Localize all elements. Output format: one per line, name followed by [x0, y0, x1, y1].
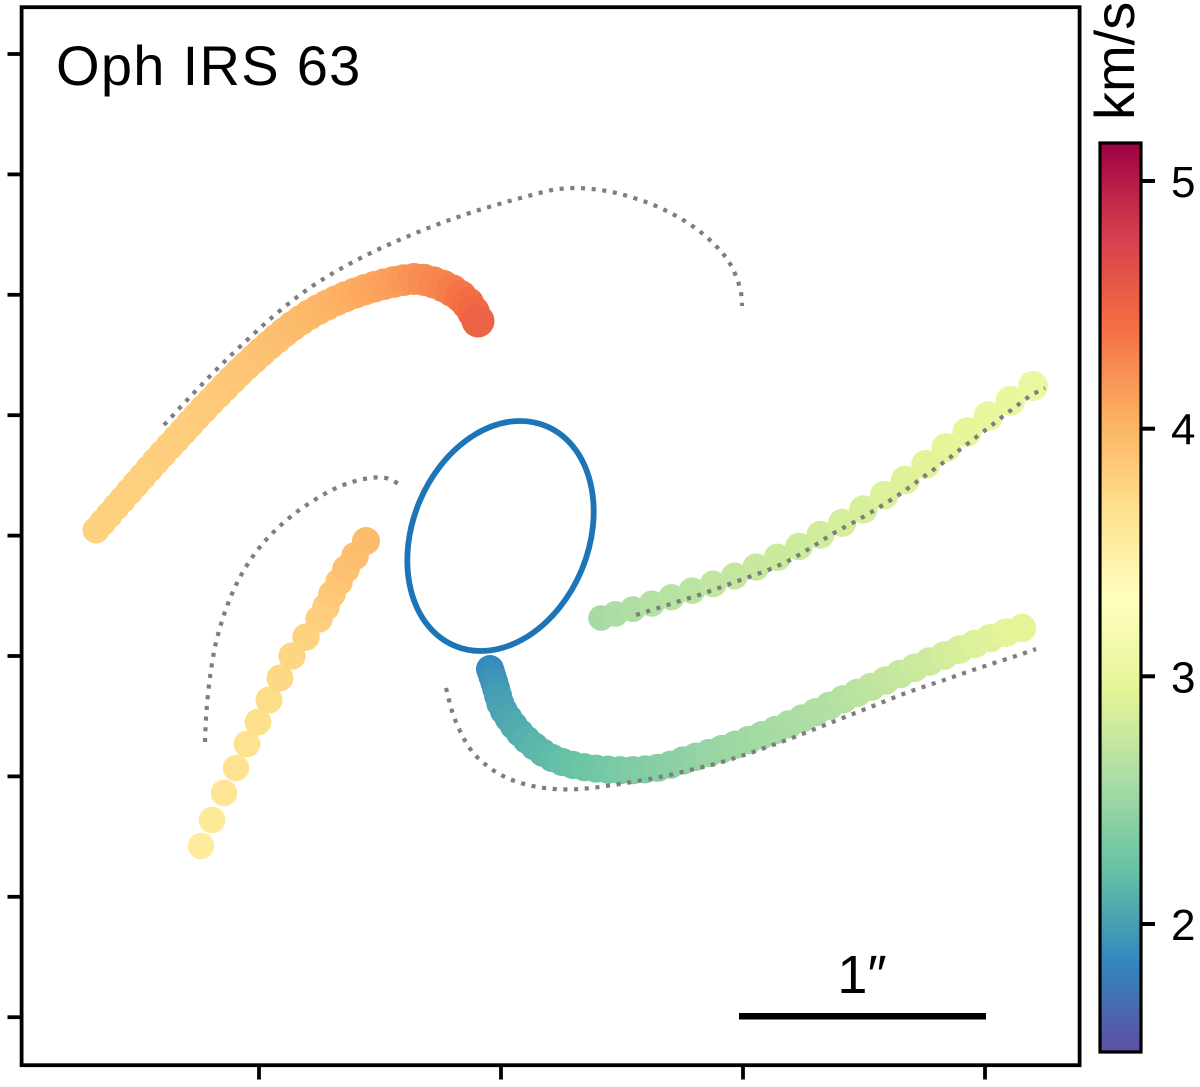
svg-text:2: 2	[1171, 901, 1195, 950]
svg-text:3: 3	[1171, 653, 1195, 702]
svg-text:4: 4	[1171, 406, 1195, 455]
svg-text:km/s: km/s	[1083, 2, 1146, 120]
svg-text:Oph IRS 63: Oph IRS 63	[56, 34, 362, 97]
svg-text:1″: 1″	[837, 945, 886, 1005]
svg-text:5: 5	[1171, 158, 1195, 207]
